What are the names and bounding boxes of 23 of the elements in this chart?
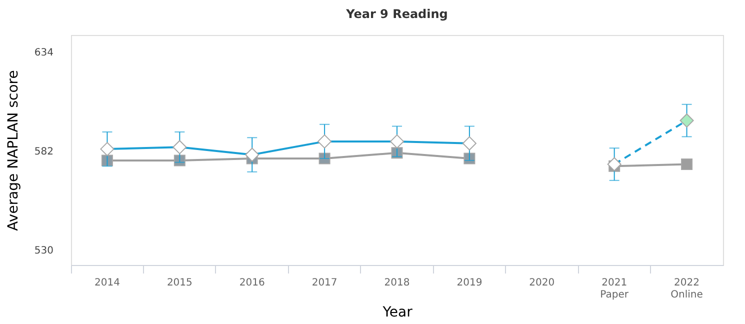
x-tick-label: 2021 Paper bbox=[600, 278, 630, 300]
point bbox=[462, 136, 476, 150]
x-tick-label: 2020 bbox=[529, 278, 555, 288]
point bbox=[245, 148, 260, 162]
y-tick-label: 582 bbox=[34, 146, 54, 158]
x-tick-label: 2018 bbox=[384, 278, 410, 288]
x-tick-label: 2014 bbox=[94, 278, 120, 288]
y-tick-label: 530 bbox=[34, 245, 54, 256]
point bbox=[680, 114, 694, 128]
x-tick-label: 2015 bbox=[166, 278, 192, 288]
point bbox=[100, 142, 114, 156]
x-tick-label: 2017 bbox=[312, 278, 338, 288]
point bbox=[172, 140, 187, 154]
x-tick-label: 2019 bbox=[456, 278, 482, 288]
point bbox=[318, 134, 332, 148]
x-tick-label: 2016 bbox=[239, 278, 265, 288]
point bbox=[390, 134, 404, 148]
y-axis-title: Average NAPLAN score bbox=[5, 70, 22, 231]
y-tick-label: 634 bbox=[34, 48, 54, 59]
chart-title: Year 9 Reading bbox=[345, 7, 448, 21]
point bbox=[681, 158, 693, 170]
x-axis-title: Year bbox=[382, 304, 413, 320]
x-tick-label: 2022 Online bbox=[670, 278, 703, 300]
